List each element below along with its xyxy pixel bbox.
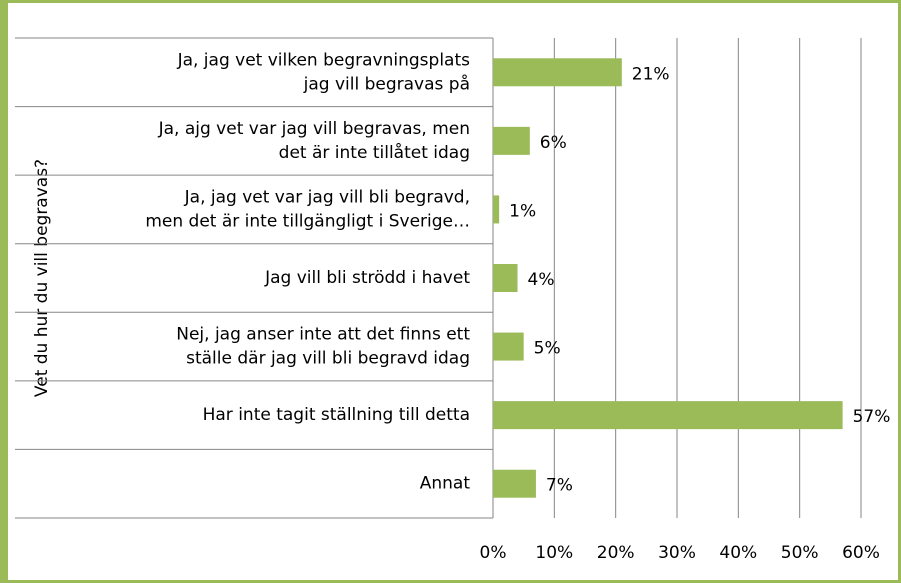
bar (493, 126, 530, 155)
bar (493, 264, 518, 292)
bar (493, 332, 524, 361)
data-label: 57% (853, 407, 891, 427)
category-label-line: det är inte tillåtet idag (279, 142, 470, 163)
category-label-line: Har inte tagit ställning till detta (203, 405, 470, 425)
data-label: 4% (528, 270, 555, 290)
data-label: 21% (632, 64, 670, 84)
bar (493, 401, 843, 430)
category-label: Ja, jag vet vilken begravningsplats jag v… (177, 50, 471, 94)
category-label: Nej, jag anser inte att det finns ett stä… (176, 325, 470, 369)
category-label-line: jag vill begravas på (303, 73, 470, 94)
data-label: 1% (509, 201, 536, 221)
x-tick-label: 20% (597, 543, 635, 563)
category-label: Ja, ajg vet var jag vill begravas, men de… (158, 119, 470, 163)
category-label-line: men det är inte tillgängligt i Sverige… (145, 211, 470, 231)
category-label-line: Ja, ajg vet var jag vill begravas, men (158, 119, 470, 139)
category-label-line: Jag vill bli strödd i havet (264, 268, 470, 288)
x-tick-label: 50% (781, 543, 819, 563)
category-label: Jag vill bli strödd i havet (264, 268, 470, 288)
category-label-line: ställe där jag vill bli begravd idag (186, 349, 470, 369)
x-tick-label: 40% (719, 543, 757, 563)
bar (493, 58, 622, 87)
category-label-line: Ja, jag vet vilken begravningsplats (177, 50, 471, 70)
category-label-line: Ja, jag vet var jag vill bli begravd, (184, 187, 470, 207)
frame-left (3, 3, 8, 580)
x-tick-label: 10% (535, 543, 573, 563)
y-axis-label: Vet du hur du vill begravas? (32, 159, 52, 397)
category-label: Har inte tagit ställning till detta (203, 405, 470, 425)
category-label: Ja, jag vet var jag vill bli begravd, men… (145, 187, 470, 231)
category-label-line: Nej, jag anser inte att det finns ett (176, 325, 470, 345)
x-tick-label: 0% (480, 543, 507, 563)
bar (493, 469, 536, 498)
bar (493, 195, 500, 224)
data-label: 6% (540, 133, 567, 153)
data-label: 5% (534, 339, 561, 359)
category-label-line: Annat (420, 474, 471, 494)
x-tick-label: 60% (842, 543, 880, 563)
category-label: Annat (420, 474, 471, 494)
x-tick-label: 30% (658, 543, 696, 563)
data-label: 7% (546, 476, 573, 496)
